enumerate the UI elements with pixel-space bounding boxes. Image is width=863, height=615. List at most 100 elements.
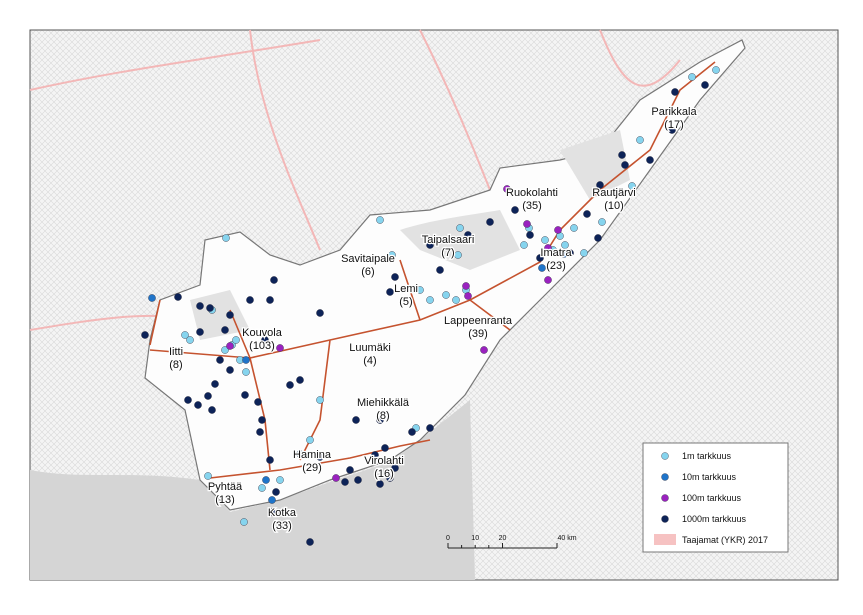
accuracy-point xyxy=(306,538,314,546)
accuracy-point xyxy=(261,336,269,344)
accuracy-point xyxy=(416,286,424,294)
place-count: (7) xyxy=(441,247,454,259)
accuracy-point xyxy=(258,484,266,492)
accuracy-point xyxy=(688,73,696,81)
accuracy-point xyxy=(408,428,416,436)
place-name: Iitti xyxy=(169,346,183,358)
accuracy-point xyxy=(426,424,434,432)
accuracy-point xyxy=(618,151,626,159)
accuracy-point xyxy=(222,234,230,242)
accuracy-point xyxy=(346,466,354,474)
legend-label: 1000m tarkkuus xyxy=(682,514,747,524)
legend-symbol xyxy=(661,494,669,502)
accuracy-point xyxy=(596,181,604,189)
place-labels: Parikkala(17) Ruokolahti(35) Rautjärvi(10)… xyxy=(168,105,699,534)
accuracy-point xyxy=(286,381,294,389)
scale-label: 0 xyxy=(446,535,450,542)
accuracy-point xyxy=(381,444,389,452)
lakes xyxy=(190,130,630,340)
accuracy-point xyxy=(544,244,552,252)
accuracy-point xyxy=(242,356,250,364)
accuracy-point xyxy=(256,428,264,436)
accuracy-point xyxy=(262,476,270,484)
accuracy-point xyxy=(701,81,709,89)
accuracy-point xyxy=(538,264,546,272)
accuracy-point xyxy=(184,396,192,404)
place-count: (4) xyxy=(363,355,376,367)
accuracy-point xyxy=(376,216,384,224)
accuracy-point xyxy=(442,291,450,299)
place-count: (16) xyxy=(374,468,394,480)
place-name: Imatra xyxy=(540,247,572,259)
accuracy-point xyxy=(628,182,636,190)
accuracy-point xyxy=(523,220,531,228)
accuracy-point xyxy=(241,391,249,399)
sea xyxy=(30,400,475,580)
place-count: (23) xyxy=(546,260,566,272)
place-name: Savitaipale xyxy=(341,253,395,265)
legend-symbol xyxy=(661,515,669,523)
place-count: (35) xyxy=(522,200,542,212)
accuracy-point xyxy=(352,416,360,424)
accuracy-point xyxy=(388,251,396,259)
place-name: Kouvola xyxy=(242,327,283,339)
place-name: Ruokolahti xyxy=(506,187,558,199)
accuracy-point xyxy=(480,346,488,354)
accuracy-point xyxy=(332,474,340,482)
accuracy-point xyxy=(636,136,644,144)
accuracy-point xyxy=(598,218,606,226)
background-roads xyxy=(29,29,681,331)
accuracy-point xyxy=(570,224,578,232)
accuracy-point xyxy=(196,302,204,310)
accuracy-point xyxy=(276,476,284,484)
accuracy-point xyxy=(216,356,224,364)
accuracy-point xyxy=(254,398,262,406)
accuracy-point xyxy=(276,344,284,352)
accuracy-point xyxy=(242,368,250,376)
legend-label: Taajamat (YKR) 2017 xyxy=(682,535,768,545)
accuracy-point xyxy=(181,331,189,339)
accuracy-point xyxy=(268,508,276,516)
legend-label: 100m tarkkuus xyxy=(682,493,742,503)
legend: 1m tarkkuus 10m tarkkuus 100m tarkkuus 1000… xyxy=(654,451,768,545)
accuracy-point xyxy=(246,296,254,304)
place-name: Lemi xyxy=(394,283,418,295)
accuracy-point xyxy=(354,476,362,484)
accuracy-point xyxy=(204,392,212,400)
accuracy-point xyxy=(536,254,544,262)
accuracy-point xyxy=(186,336,194,344)
accuracy-point xyxy=(621,161,629,169)
accuracy-point xyxy=(206,304,214,312)
accuracy-point xyxy=(194,401,202,409)
accuracy-point xyxy=(174,293,182,301)
accuracy-point xyxy=(671,88,679,96)
place-count: (6) xyxy=(361,266,374,278)
place-name: Miehikkälä xyxy=(357,397,410,409)
accuracy-point xyxy=(258,416,266,424)
accuracy-point xyxy=(554,226,562,234)
accuracy-point xyxy=(316,396,324,404)
accuracy-point xyxy=(594,234,602,242)
accuracy-point xyxy=(580,249,588,257)
legend-label: 10m tarkkuus xyxy=(682,472,737,482)
place-count: (39) xyxy=(468,328,488,340)
place-count: (5) xyxy=(399,296,412,308)
accuracy-point xyxy=(503,185,511,193)
accuracy-point xyxy=(232,336,240,344)
scale-bar: 0 10 20 40 km xyxy=(446,535,577,549)
accuracy-point xyxy=(204,472,212,480)
scale-label: 10 xyxy=(471,535,479,542)
accuracy-point xyxy=(226,311,234,319)
accuracy-point xyxy=(426,296,434,304)
accuracy-point xyxy=(341,478,349,486)
accuracy-point xyxy=(316,453,324,461)
accuracy-point xyxy=(541,236,549,244)
place-count: (33) xyxy=(272,520,292,532)
accuracy-point xyxy=(454,251,462,259)
accuracy-point xyxy=(208,406,216,414)
place-count: (17) xyxy=(664,119,684,131)
place-count: (10) xyxy=(604,200,624,212)
accuracy-point xyxy=(270,276,278,284)
